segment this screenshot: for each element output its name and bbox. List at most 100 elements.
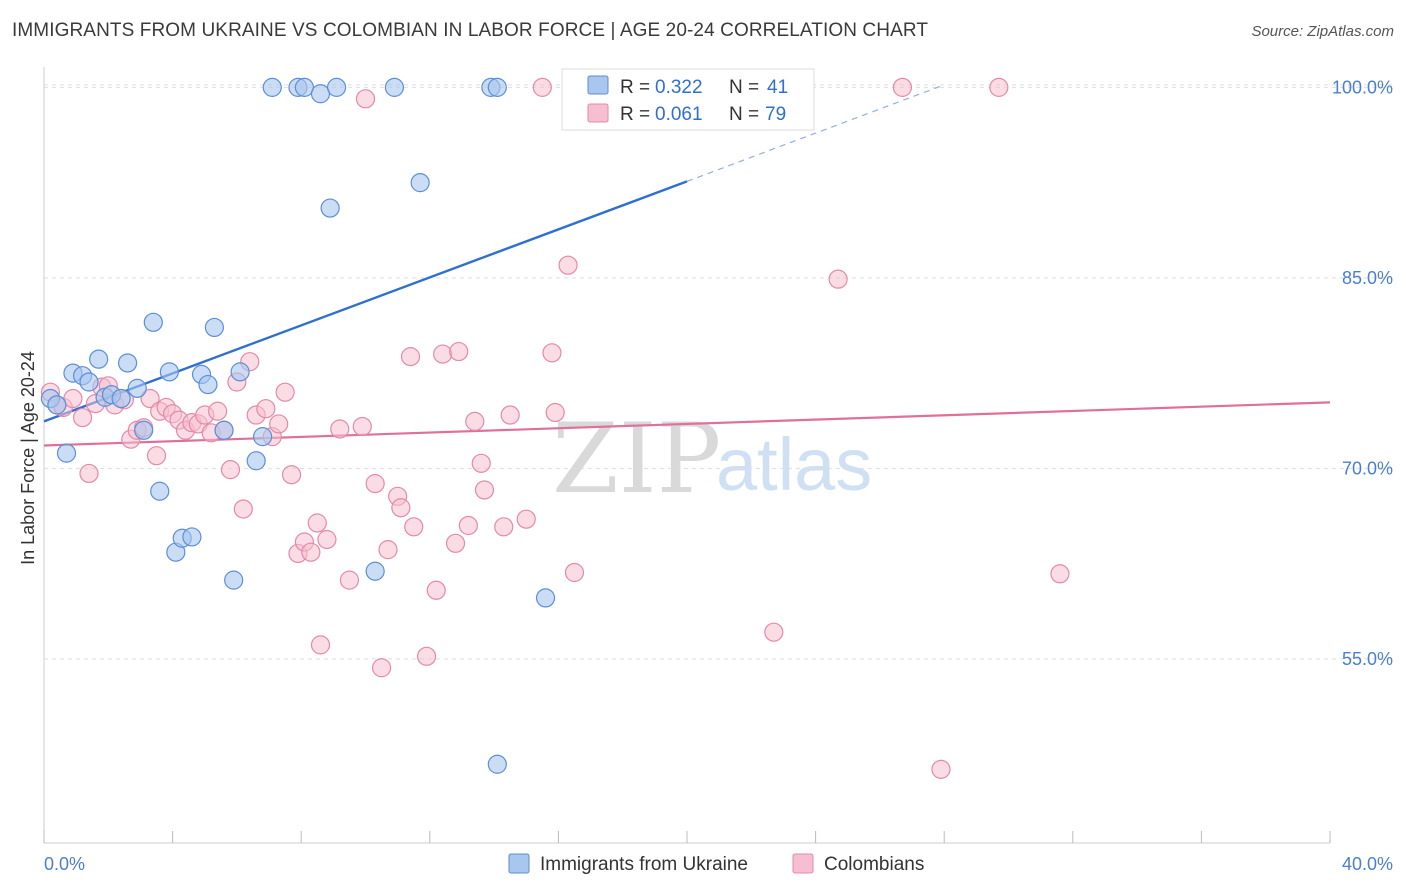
axes [43,67,1331,844]
point-ukraine [246,451,266,471]
point-colombians [79,463,99,484]
series-legend-swatch-ukraine [508,853,530,874]
point-colombians [892,77,913,97]
legend-swatch-ukraine [587,75,609,95]
legend-n-label-ukraine: N = [729,77,759,98]
point-colombians [330,419,350,439]
y-tick-label: 70.0% [1342,458,1393,478]
point-colombians [233,499,253,519]
point-ukraine [294,77,315,97]
point-colombians [140,388,160,409]
chart-title: IMMIGRANTS FROM UKRAINE VS COLOMBIAN IN … [12,20,929,41]
trend-extension-ukraine [686,84,945,182]
point-ukraine [224,570,244,590]
point-ukraine [320,198,340,218]
point-colombians [72,407,93,428]
legend-r-label-colombians: R = [620,104,650,125]
point-colombians [433,344,453,364]
point-colombians [471,453,491,473]
legend-n-label-colombians: N = [729,104,759,125]
point-ukraine [410,173,430,193]
data-points [40,77,1070,779]
point-colombians [500,405,520,425]
legend-r-value-ukraine: 0.322 [655,77,703,98]
point-colombians [465,411,485,431]
point-colombians [474,480,495,500]
point-ukraine [365,561,385,581]
y-tick-label: 100.0% [1332,77,1393,97]
point-colombians [542,343,562,363]
trend-line-ukraine [43,180,688,423]
y-axis-title: In Labor Force | Age 20-24 [18,351,38,565]
point-colombians [146,446,167,466]
point-ukraine [47,395,67,415]
point-colombians [449,341,469,362]
point-colombians [269,414,289,434]
point-ukraine [384,77,405,97]
point-ukraine [230,362,250,382]
legend-r-value-colombians: 0.061 [655,104,703,125]
point-colombians [352,416,372,437]
point-ukraine [111,388,131,409]
series-legend-label-ukraine: Immigrants from Ukraine [540,854,748,875]
point-colombians [63,388,83,409]
watermark: ZIP atlas [552,403,872,515]
series-legend-swatch-colombians [792,853,814,874]
point-colombians [220,460,241,480]
y-tick-label: 55.0% [1342,649,1393,669]
point-colombians [828,269,848,289]
legend-swatch-colombians [587,103,609,123]
point-colombians [400,347,421,367]
point-ukraine [198,374,218,395]
point-colombians [256,399,276,419]
correlation-legend: R = 0.322 N = 41 R = 0.061 N = 79 [561,68,815,131]
point-colombians [426,580,446,600]
point-ukraine [204,317,224,338]
point-colombians [208,401,228,421]
point-ukraine [117,353,138,373]
y-tick-labels: 55.0% 70.0% 85.0% 100.0% [1332,77,1393,668]
legend-r-label-ukraine: R = [620,77,650,98]
point-ukraine [134,420,154,440]
point-ukraine [487,754,507,774]
point-colombians [1050,564,1070,584]
legend-n-value-colombians: 79 [765,104,786,125]
x-tick-label-max: 40.0% [1342,854,1393,874]
point-colombians [558,255,578,275]
point-colombians [532,77,552,97]
point-colombians [404,517,424,537]
point-ukraine [143,312,163,332]
point-colombians [371,658,392,678]
y-tick-label: 85.0% [1342,268,1393,288]
point-colombians [307,513,327,533]
point-ukraine [127,378,147,398]
point-colombians [764,622,784,642]
point-colombians [391,498,411,518]
point-ukraine [159,362,179,382]
point-colombians [275,382,295,402]
point-ukraine [487,77,507,97]
source-credit: Source: ZipAtlas.com [1251,23,1394,40]
point-colombians [989,77,1009,97]
point-ukraine [79,372,99,392]
series-legend-label-colombians: Colombians [824,854,924,875]
point-ukraine [535,588,556,608]
point-colombians [355,89,376,109]
point-ukraine [89,349,109,369]
point-ukraine [253,427,273,447]
point-colombians [378,540,398,560]
watermark-atlas: atlas [716,423,872,506]
point-ukraine [56,443,77,463]
point-ukraine [326,77,347,97]
point-colombians [458,515,478,536]
point-ukraine [262,77,282,97]
legend-n-value-ukraine: 41 [767,77,788,98]
point-colombians [310,635,331,655]
point-ukraine [150,481,170,501]
point-colombians [317,529,337,550]
point-colombians [445,533,466,553]
point-colombians [545,402,565,423]
point-ukraine [214,420,234,440]
point-colombians [301,542,321,562]
